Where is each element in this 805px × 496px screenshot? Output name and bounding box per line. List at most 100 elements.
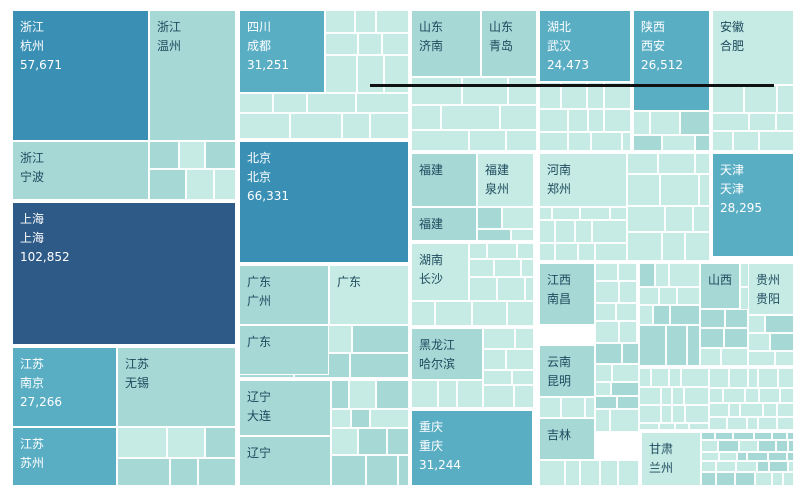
treemap-sub-cell xyxy=(680,111,710,135)
treemap-cell[interactable] xyxy=(411,153,477,207)
treemap-sub-cell xyxy=(665,206,693,232)
treemap-cell[interactable] xyxy=(633,10,710,111)
treemap-sub-cell xyxy=(307,93,356,113)
treemap-sub-cell xyxy=(627,232,662,261)
treemap-sub-cell xyxy=(659,423,675,430)
treemap-sub-cell xyxy=(469,259,494,277)
treemap-sub-cell xyxy=(755,472,772,486)
treemap-sub-cell xyxy=(462,77,508,105)
treemap-sub-cell xyxy=(568,109,588,132)
treemap-sub-cell xyxy=(387,428,409,455)
treemap-sub-cell xyxy=(639,287,659,305)
treemap-cell[interactable] xyxy=(329,265,409,325)
treemap-cell[interactable] xyxy=(239,265,329,325)
treemap-cell[interactable] xyxy=(539,418,595,460)
treemap-sub-cell xyxy=(508,77,537,105)
treemap-sub-cell xyxy=(612,364,639,382)
treemap-sub-cell xyxy=(585,397,595,418)
treemap-sub-cell xyxy=(700,328,724,348)
treemap-sub-cell xyxy=(539,109,568,132)
treemap-cell[interactable] xyxy=(12,202,236,345)
treemap-cell[interactable] xyxy=(712,153,794,257)
treemap-sub-cell xyxy=(748,315,765,333)
treemap-cell[interactable] xyxy=(411,207,477,241)
treemap-sub-cell xyxy=(588,109,604,132)
horizontal-separator-line xyxy=(370,84,774,87)
treemap-sub-cell xyxy=(733,131,759,151)
treemap-cell[interactable] xyxy=(239,380,331,436)
treemap-sub-cell xyxy=(483,385,514,408)
treemap-cell[interactable] xyxy=(117,347,236,427)
treemap-sub-cell xyxy=(739,440,758,452)
treemap-sub-cell xyxy=(666,325,687,366)
treemap-cell[interactable] xyxy=(411,328,483,380)
treemap-sub-cell xyxy=(595,303,616,321)
treemap-sub-cell xyxy=(355,10,376,33)
treemap-cell[interactable] xyxy=(700,263,740,309)
treemap-sub-cell xyxy=(695,135,710,151)
treemap-sub-cell xyxy=(685,232,710,261)
treemap-cell[interactable] xyxy=(748,263,794,315)
treemap-sub-cell xyxy=(555,243,578,261)
treemap-cell[interactable] xyxy=(411,243,469,301)
treemap-sub-cell xyxy=(655,263,669,287)
treemap-sub-cell xyxy=(729,403,740,417)
treemap-sub-cell xyxy=(595,343,622,364)
treemap-sub-cell xyxy=(370,113,409,139)
treemap-sub-cell xyxy=(438,380,457,408)
treemap-cell[interactable] xyxy=(12,347,117,427)
treemap-sub-cell xyxy=(748,333,770,351)
treemap-cell[interactable] xyxy=(239,10,325,93)
treemap-cell[interactable] xyxy=(411,10,481,77)
treemap-sub-cell xyxy=(727,417,747,430)
treemap-sub-cell xyxy=(724,328,748,348)
treemap-sub-cell xyxy=(411,130,469,151)
treemap-sub-cell xyxy=(457,380,483,408)
treemap-sub-cell xyxy=(633,135,662,151)
treemap-sub-cell xyxy=(669,368,681,387)
treemap-cell[interactable] xyxy=(12,427,117,486)
treemap-cell[interactable] xyxy=(239,436,331,486)
treemap-cell[interactable] xyxy=(539,10,631,82)
treemap-cell[interactable] xyxy=(12,141,149,200)
treemap-sub-cell xyxy=(749,113,776,131)
treemap-sub-cell xyxy=(729,368,748,388)
treemap-cell[interactable] xyxy=(712,10,794,85)
treemap-sub-cell xyxy=(677,287,700,305)
treemap-sub-cell xyxy=(561,397,585,418)
treemap-sub-cell xyxy=(639,423,659,430)
treemap-cell[interactable] xyxy=(12,10,149,141)
treemap-sub-cell xyxy=(511,229,534,241)
treemap-sub-cell xyxy=(685,405,709,423)
treemap-sub-cell xyxy=(350,353,409,378)
treemap-sub-cell xyxy=(149,141,179,169)
treemap-sub-cell xyxy=(775,351,794,366)
treemap-sub-cell xyxy=(358,33,382,55)
treemap-cell[interactable] xyxy=(539,263,595,325)
treemap-cell[interactable] xyxy=(149,10,236,141)
treemap-cell[interactable] xyxy=(239,141,409,263)
treemap-cell[interactable] xyxy=(411,410,533,486)
treemap-sub-cell xyxy=(483,370,512,385)
treemap-sub-cell xyxy=(580,460,600,486)
treemap-sub-cell xyxy=(514,385,534,408)
treemap-cell[interactable] xyxy=(539,153,627,207)
treemap-sub-cell xyxy=(639,305,653,325)
treemap-sub-cell xyxy=(747,417,758,430)
treemap-sub-cell xyxy=(701,452,719,461)
treemap-cell[interactable] xyxy=(539,345,595,397)
treemap-sub-cell xyxy=(325,33,358,55)
treemap-cell[interactable] xyxy=(477,153,534,207)
treemap-sub-cell xyxy=(719,452,737,461)
treemap-sub-cell xyxy=(759,388,780,403)
treemap-cell[interactable] xyxy=(239,325,329,375)
treemap-cell[interactable] xyxy=(481,10,537,77)
treemap-sub-cell xyxy=(477,207,502,229)
treemap-sub-cell xyxy=(525,277,534,301)
treemap-sub-cell xyxy=(539,82,561,109)
treemap-cell[interactable] xyxy=(641,432,701,486)
treemap-sub-cell xyxy=(376,10,409,33)
treemap-sub-cell xyxy=(539,397,561,418)
treemap-sub-cell xyxy=(349,380,376,409)
treemap-sub-cell xyxy=(651,368,669,387)
